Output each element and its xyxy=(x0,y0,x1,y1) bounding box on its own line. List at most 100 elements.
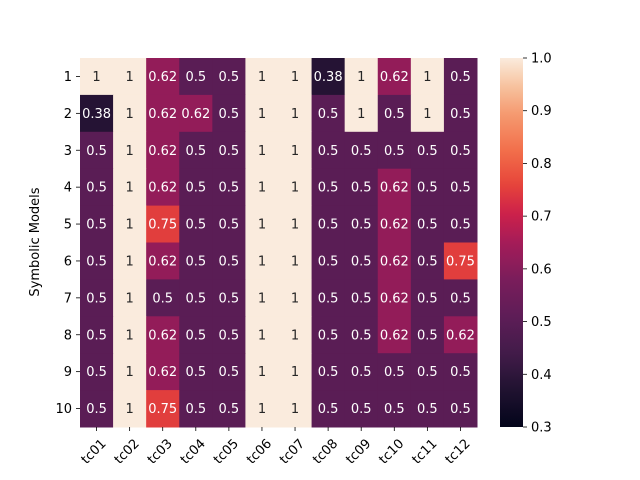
heatmap-cell xyxy=(179,353,213,391)
colorbar-ticks: 0.3 0.4 0.5 0.6 0.7 0.8 0.9 1.0 xyxy=(523,52,552,436)
heatmap-cell xyxy=(443,131,478,170)
cell-annotation: 0.5 xyxy=(219,365,240,380)
heatmap-cell xyxy=(113,58,147,96)
cell-annotation: 0.5 xyxy=(351,365,372,380)
cell-annotation: 0.5 xyxy=(417,291,438,306)
cell-annotation: 0.5 xyxy=(351,291,372,306)
heatmap-cell xyxy=(410,168,445,207)
heatmap-cell xyxy=(179,168,213,207)
y-tick-label: 5 xyxy=(64,218,72,233)
heatmap-cell xyxy=(410,58,445,96)
cell-annotation: 1 xyxy=(258,402,266,417)
y-tick-label: 4 xyxy=(64,181,72,196)
heatmap-cell xyxy=(80,353,114,391)
heatmap-cell xyxy=(311,279,346,317)
heatmap-cell xyxy=(113,316,147,354)
heatmap-cells xyxy=(80,58,478,428)
cell-annotation: 0.5 xyxy=(185,254,206,269)
colorbar-gradient xyxy=(500,58,523,427)
cell-annotation: 1 xyxy=(258,107,266,122)
cell-annotation: 1 xyxy=(125,144,133,159)
cell-annotation: 0.5 xyxy=(219,107,240,122)
cell-annotation: 1 xyxy=(291,144,299,159)
heatmap-cell xyxy=(278,94,313,133)
y-axis-label: Symbolic Models xyxy=(28,187,43,296)
cell-annotation: 0.5 xyxy=(450,365,471,380)
cell-annotation: 0.5 xyxy=(185,328,206,343)
heatmap-cell xyxy=(377,353,412,391)
cell-annotation: 0.5 xyxy=(219,402,240,417)
y-tick-label: 6 xyxy=(64,254,72,269)
heatmap-cell xyxy=(245,279,279,317)
y-tick-label: 8 xyxy=(64,328,72,343)
cell-annotation: 0.62 xyxy=(148,254,177,269)
colorbar-tick-label: 0.5 xyxy=(531,315,552,330)
cell-annotation: 1 xyxy=(258,328,266,343)
cell-annotation: 0.5 xyxy=(318,328,339,343)
cell-annotation: 1 xyxy=(291,365,299,380)
cell-annotation: 0.5 xyxy=(318,218,339,233)
y-tick-label: 3 xyxy=(64,144,72,159)
heatmap-cell xyxy=(245,94,279,133)
colorbar-tick-label: 0.6 xyxy=(531,262,552,277)
heatmap-cell xyxy=(443,353,478,391)
x-tick-label: tc04 xyxy=(178,436,209,467)
cell-annotation: 0.62 xyxy=(148,181,177,196)
heatmap-cell xyxy=(410,390,445,428)
heatmap-cell xyxy=(443,58,478,96)
cell-annotation: 0.5 xyxy=(384,107,405,122)
cell-annotation: 0.5 xyxy=(318,365,339,380)
colorbar-tick-label: 0.3 xyxy=(531,421,552,436)
heatmap-cell xyxy=(311,94,346,133)
heatmap-cell xyxy=(113,168,147,207)
heatmap-cell xyxy=(245,168,279,207)
heatmap-cell xyxy=(146,131,180,170)
heatmap-cell xyxy=(377,205,412,243)
x-axis-ticks: tc01 tc02 tc03 tc04 tc05 tc06 tc07 tc08 tc09 tc10… xyxy=(79,427,474,467)
cell-annotation: 0.62 xyxy=(380,70,409,85)
heatmap-cell xyxy=(212,353,246,391)
heatmap-cell xyxy=(311,131,346,170)
heatmap-cell xyxy=(146,242,180,280)
cell-annotation: 0.5 xyxy=(86,291,107,306)
x-tick-label: tc03 xyxy=(145,436,176,467)
cell-annotation: 0.75 xyxy=(148,402,177,417)
heatmap-cell xyxy=(311,205,346,243)
heatmap-cell xyxy=(344,316,379,354)
cell-annotation: 1 xyxy=(125,181,133,196)
cell-annotation: 0.5 xyxy=(86,218,107,233)
y-tick-label: 9 xyxy=(64,365,72,380)
y-tick-label: 7 xyxy=(64,291,72,306)
x-tick-label: tc07 xyxy=(277,436,308,467)
heatmap-cell xyxy=(80,242,114,280)
cell-annotation: 0.5 xyxy=(86,144,107,159)
x-tick-label: tc09 xyxy=(343,436,374,467)
cell-annotation: 0.5 xyxy=(86,181,107,196)
heatmap-cell xyxy=(344,390,379,428)
cell-annotation: 0.5 xyxy=(450,107,471,122)
cell-annotation: 1 xyxy=(258,181,266,196)
heatmap-cell xyxy=(377,58,412,96)
cell-annotation: 1 xyxy=(125,365,133,380)
heatmap-cell xyxy=(344,353,379,391)
heatmap-cell xyxy=(377,390,412,428)
heatmap-cell xyxy=(80,58,114,96)
heatmap-cell xyxy=(443,94,478,133)
heatmap-cell xyxy=(278,316,313,354)
cell-annotation: 0.5 xyxy=(318,107,339,122)
heatmap-cell xyxy=(80,168,114,207)
cell-annotation: 0.5 xyxy=(219,291,240,306)
heatmap-cell xyxy=(443,279,478,317)
cell-annotation: 1 xyxy=(125,328,133,343)
heatmap-cell xyxy=(377,168,412,207)
heatmap-cell xyxy=(278,168,313,207)
cell-annotation: 0.5 xyxy=(86,365,107,380)
heatmap-cell xyxy=(179,131,213,170)
heatmap-cell xyxy=(179,390,213,428)
cell-annotation: 0.62 xyxy=(380,254,409,269)
x-tick-label: tc01 xyxy=(79,436,110,467)
heatmap-cell xyxy=(212,390,246,428)
heatmap-cell xyxy=(245,390,279,428)
cell-annotation: 1 xyxy=(357,70,365,85)
